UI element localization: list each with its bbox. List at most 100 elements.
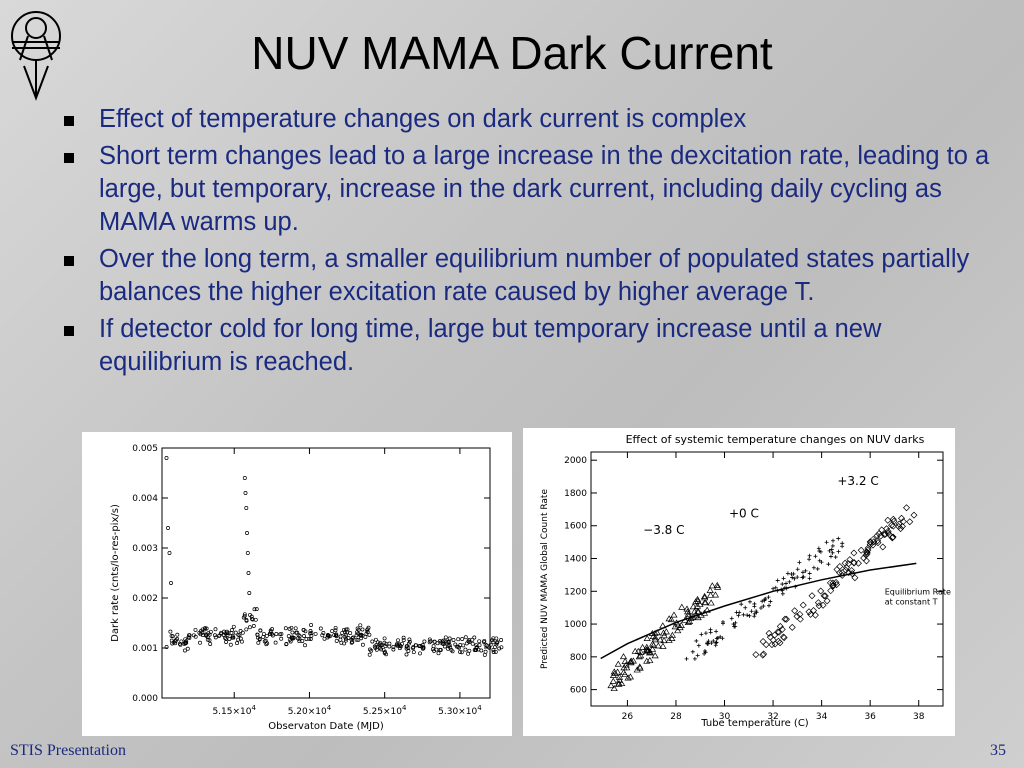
data-point [231, 624, 236, 629]
data-point [164, 645, 169, 649]
data-point-triangle [706, 586, 714, 593]
equilibrium-label: at constant T [885, 598, 938, 607]
data-point-plus [720, 619, 725, 624]
data-point [467, 640, 472, 644]
y-tick-label: 1800 [564, 489, 587, 499]
data-point [267, 631, 272, 636]
data-point [243, 491, 248, 495]
data-point-diamond [768, 641, 776, 649]
data-point [224, 640, 229, 644]
data-point-plus [797, 560, 802, 565]
data-point-plus [803, 568, 808, 573]
data-point-triangle [670, 611, 678, 618]
data-point [382, 651, 387, 655]
data-point-plus [795, 575, 800, 580]
data-point [449, 647, 454, 652]
y-tick-label: 800 [570, 653, 587, 663]
data-point-diamond [889, 522, 897, 530]
data-point [483, 649, 488, 654]
data-point [167, 551, 172, 555]
data-point [255, 632, 260, 637]
data-point [264, 633, 269, 638]
data-point-diamond [819, 601, 827, 609]
bullet-text: Effect of temperature changes on dark cu… [99, 105, 747, 133]
data-point [470, 637, 475, 642]
data-point-triangle [677, 621, 685, 628]
data-point-diamond [873, 532, 881, 540]
data-point-diamond [860, 554, 868, 562]
data-point [213, 627, 218, 632]
data-point-plus [830, 538, 835, 543]
data-point [358, 623, 363, 628]
data-point [283, 626, 288, 631]
data-point [458, 649, 462, 654]
data-point-triangle [662, 628, 670, 635]
data-point [422, 639, 427, 644]
data-point-triangle [668, 631, 676, 638]
data-point [302, 634, 306, 638]
data-point [404, 652, 409, 657]
data-point [377, 642, 382, 647]
data-point [382, 636, 387, 641]
data-point [244, 627, 249, 632]
data-point-triangle [651, 636, 659, 643]
data-point-diamond [890, 517, 898, 525]
data-point-diamond [776, 639, 784, 647]
data-point-plus [780, 591, 785, 596]
data-point-diamond [851, 574, 859, 582]
data-point [255, 635, 260, 640]
data-point [187, 633, 192, 638]
data-point [479, 648, 484, 653]
y-tick-label: 0.002 [132, 594, 158, 604]
data-point [346, 636, 351, 640]
data-point [246, 571, 251, 575]
data-point [447, 636, 452, 641]
data-point-plus [773, 585, 778, 590]
data-point [463, 635, 468, 640]
data-point [198, 640, 202, 645]
data-point [205, 637, 210, 642]
data-point [344, 633, 349, 638]
data-point [170, 641, 175, 646]
data-point-plus [696, 643, 701, 648]
data-point [499, 645, 504, 650]
data-point [270, 633, 275, 638]
y-tick-label: 1000 [564, 620, 587, 630]
data-point [307, 636, 312, 641]
data-point [474, 645, 479, 650]
data-point-diamond [869, 535, 877, 543]
data-point [207, 638, 212, 643]
y-tick-label: 0.000 [132, 694, 158, 704]
data-point [482, 638, 487, 643]
bullet-list: Effect of temperature changes on dark cu… [62, 103, 992, 383]
data-point-triangle [708, 582, 716, 589]
data-point [279, 636, 284, 641]
plot-frame [161, 447, 491, 699]
data-point [407, 637, 412, 642]
data-point-triangle [667, 616, 676, 623]
data-point [200, 633, 205, 638]
data-point-diamond [774, 628, 782, 636]
data-point-triangle [701, 599, 709, 606]
data-point [309, 631, 314, 635]
y-tick-label: 0.001 [132, 644, 158, 654]
data-point [493, 649, 498, 654]
data-point-diamond [762, 641, 770, 649]
data-point [427, 637, 432, 642]
data-point-diamond [805, 608, 813, 616]
data-point [373, 637, 378, 642]
data-point [397, 646, 402, 651]
data-point-triangle [607, 682, 615, 689]
data-point [494, 640, 499, 645]
data-point-diamond [815, 602, 823, 610]
y-tick-label: 2000 [564, 456, 587, 466]
data-point [367, 652, 372, 657]
data-point [413, 643, 418, 648]
data-point [470, 641, 475, 646]
bullet-item: If detector cold for long time, large bu… [62, 313, 992, 379]
x-tick-label: 34 [816, 712, 828, 722]
data-point-plus [752, 611, 757, 616]
data-point [474, 643, 479, 648]
data-point-plus [768, 599, 773, 604]
temperature-chart: Effect of systemic temperature changes o… [540, 433, 951, 729]
